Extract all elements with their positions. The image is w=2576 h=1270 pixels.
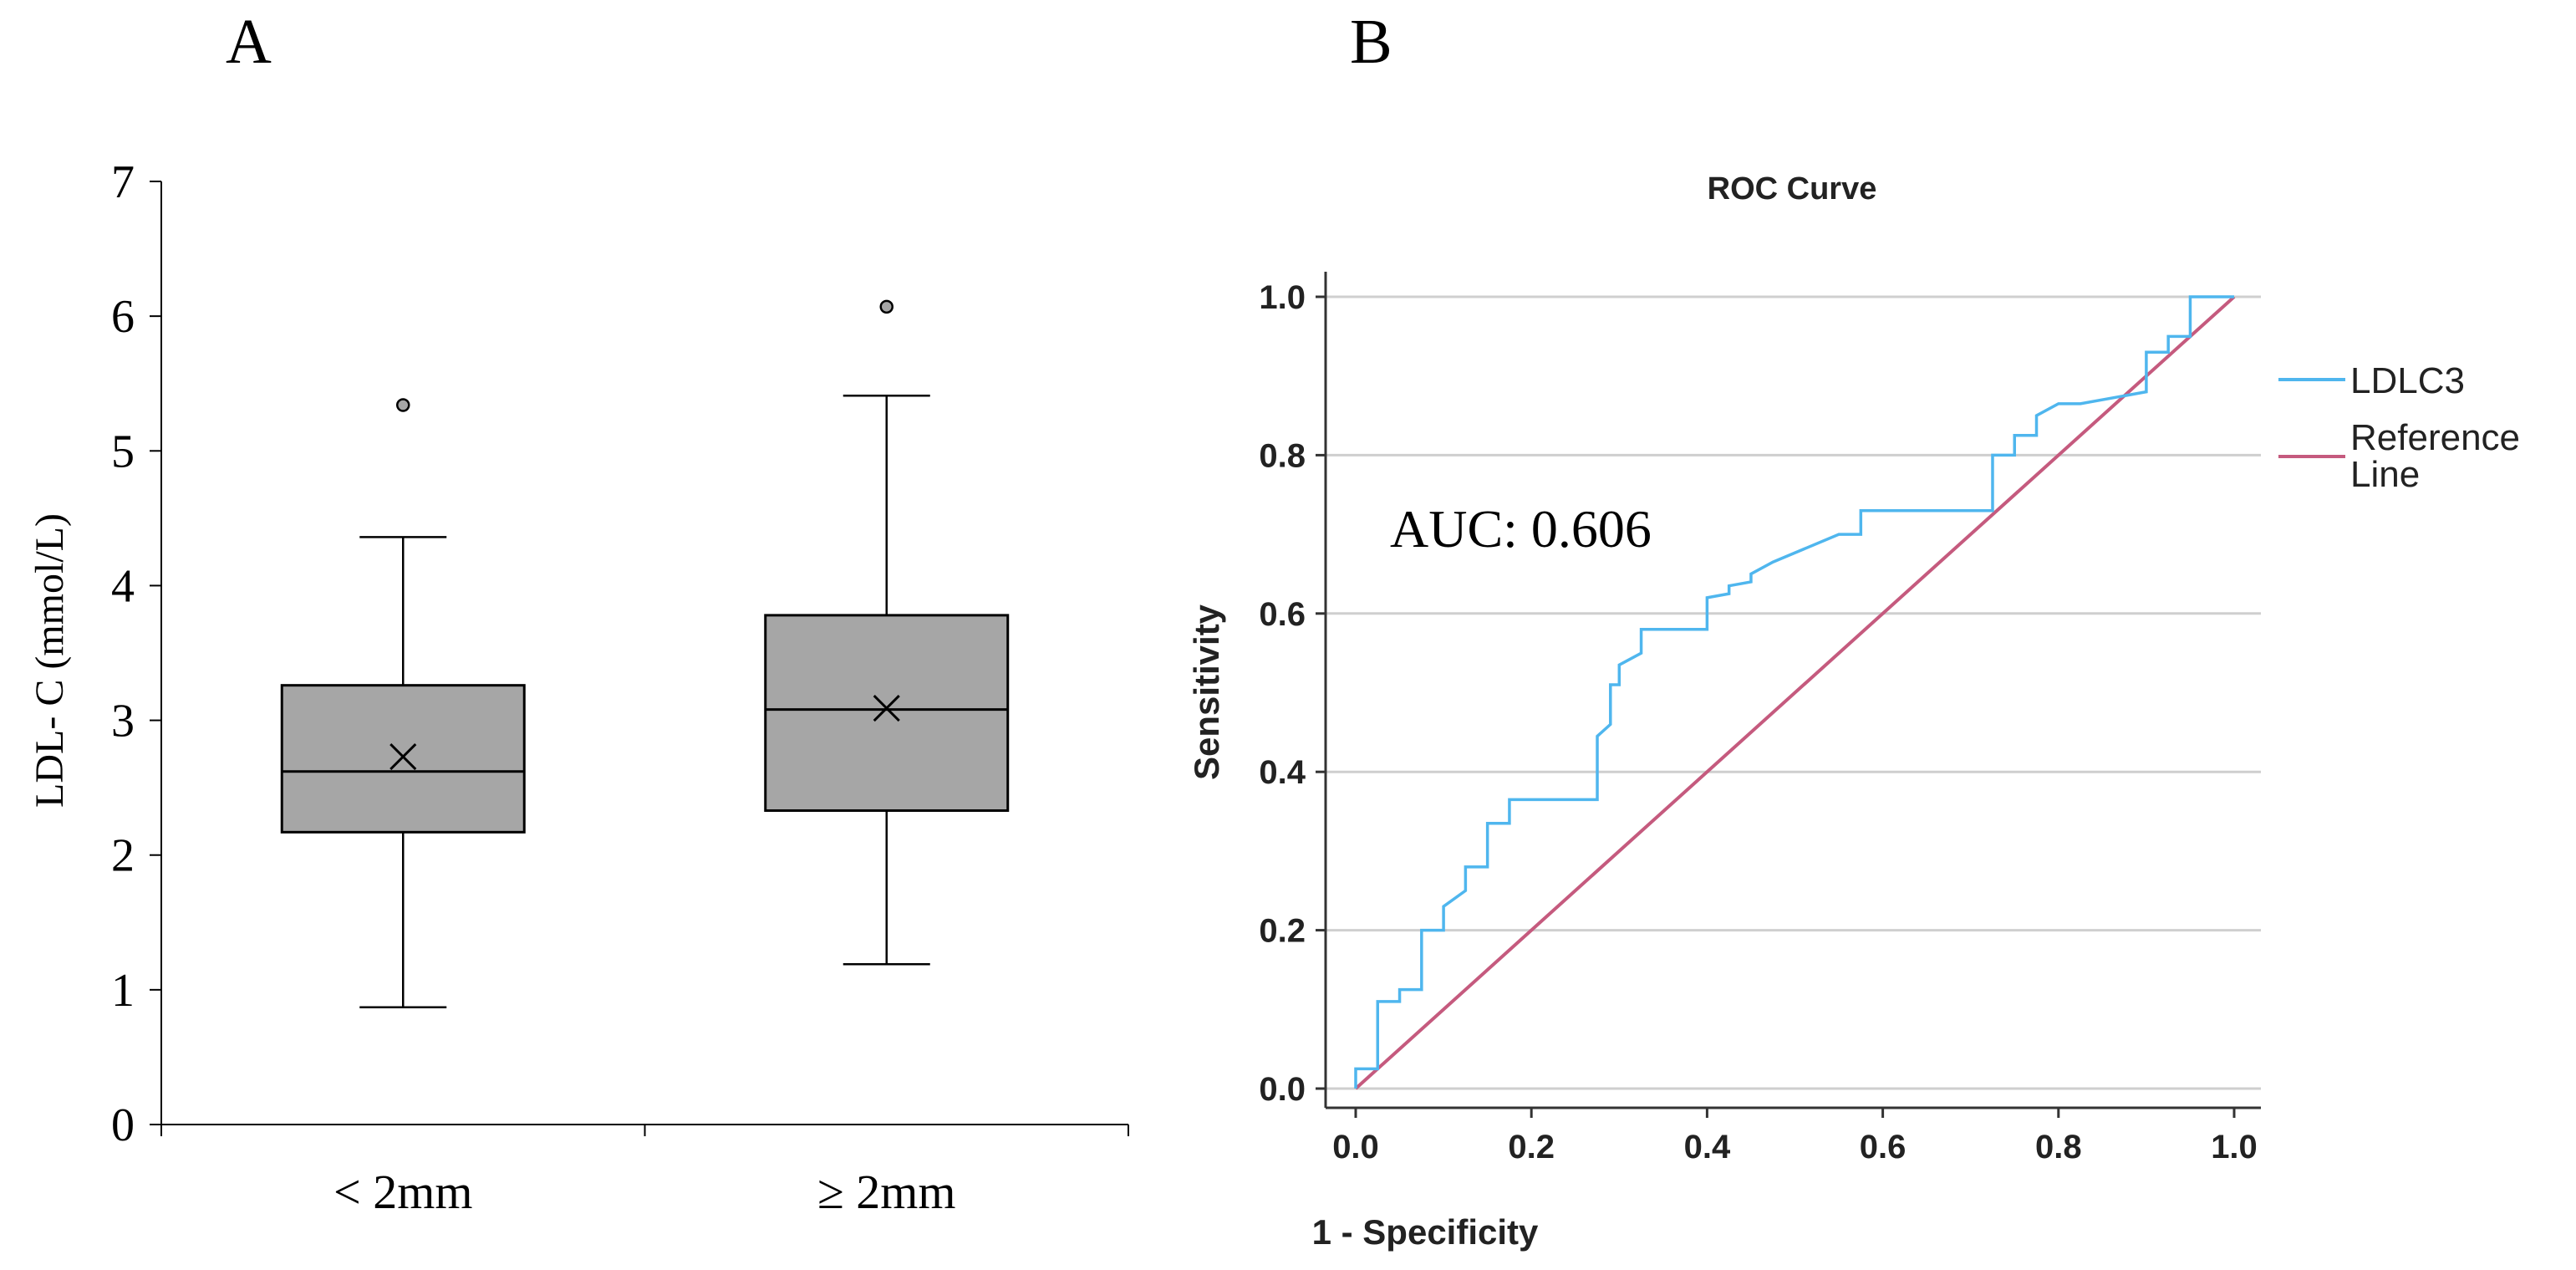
legend-label-reference-line: Reference Line bbox=[2350, 417, 2530, 495]
roc-curve-chart: ROC Curve Sensitivity 1 - Specificity AU… bbox=[1187, 171, 2530, 1252]
panel-label-a: A bbox=[226, 7, 272, 77]
outlier-point bbox=[879, 299, 893, 314]
legend-label-reference-line-1: Reference bbox=[2350, 417, 2520, 458]
y-tick-label: 0.8 bbox=[1259, 437, 1306, 474]
y-tick-label: 2 bbox=[111, 830, 135, 882]
box-plot-chart: LDL- C (mmol/L) 0 1 2 3 4 5 6 7 < 2mm ≥ 2mm bbox=[28, 156, 1129, 1219]
auc-annotation: AUC: 0.606 bbox=[1390, 499, 1652, 558]
mean-marker bbox=[389, 743, 417, 771]
x-category-label: < 2mm bbox=[333, 1165, 472, 1219]
y-tick-label: 4 bbox=[111, 560, 135, 612]
x-tick-label: 0.2 bbox=[1508, 1129, 1555, 1165]
y-tick-label: 1.0 bbox=[1259, 279, 1306, 316]
x-tick-label: 0.4 bbox=[1684, 1129, 1731, 1165]
box-group bbox=[280, 398, 526, 1009]
y-tick-label: 1 bbox=[111, 965, 135, 1017]
legend-label-ldlc3: LDLC3 bbox=[2350, 360, 2465, 401]
mean-marker bbox=[873, 695, 900, 722]
x-tick-label: 0.6 bbox=[1860, 1129, 1907, 1165]
box-group bbox=[764, 299, 1010, 966]
panel-label-b: B bbox=[1350, 7, 1392, 77]
reference-line bbox=[1354, 295, 2236, 1090]
y-axis-label: LDL- C (mmol/L) bbox=[28, 513, 72, 808]
x-axis-label: 1 - Specificity bbox=[1312, 1212, 1539, 1252]
x-tick-label: 0.8 bbox=[2035, 1129, 2082, 1165]
x-tick-label: 1.0 bbox=[2211, 1129, 2258, 1165]
y-axis-label: Sensitivity bbox=[1187, 604, 1226, 780]
legend: LDLC3 Reference Line bbox=[2278, 360, 2530, 495]
legend-label-reference-line-2: Line bbox=[2350, 454, 2420, 495]
y-tick-label: 0.0 bbox=[1259, 1071, 1306, 1108]
iqr-box bbox=[280, 684, 526, 834]
y-tick-label: 5 bbox=[111, 426, 135, 477]
y-tick-label: 6 bbox=[111, 291, 135, 343]
x-tick-label: 0.0 bbox=[1332, 1129, 1379, 1165]
x-category-label: ≥ 2mm bbox=[817, 1165, 956, 1219]
chart-title: ROC Curve bbox=[1708, 171, 1877, 207]
roc-curve-ldlc3 bbox=[1354, 295, 2234, 1089]
y-tick-label: 7 bbox=[111, 156, 135, 208]
y-tick-label: 0.6 bbox=[1259, 596, 1306, 633]
y-tick-label: 0 bbox=[111, 1099, 135, 1151]
outlier-point bbox=[396, 398, 410, 412]
y-tick-label: 0.2 bbox=[1259, 913, 1306, 950]
iqr-box bbox=[764, 614, 1010, 813]
y-tick-label: 0.4 bbox=[1259, 754, 1306, 791]
y-tick-label: 3 bbox=[111, 696, 135, 747]
